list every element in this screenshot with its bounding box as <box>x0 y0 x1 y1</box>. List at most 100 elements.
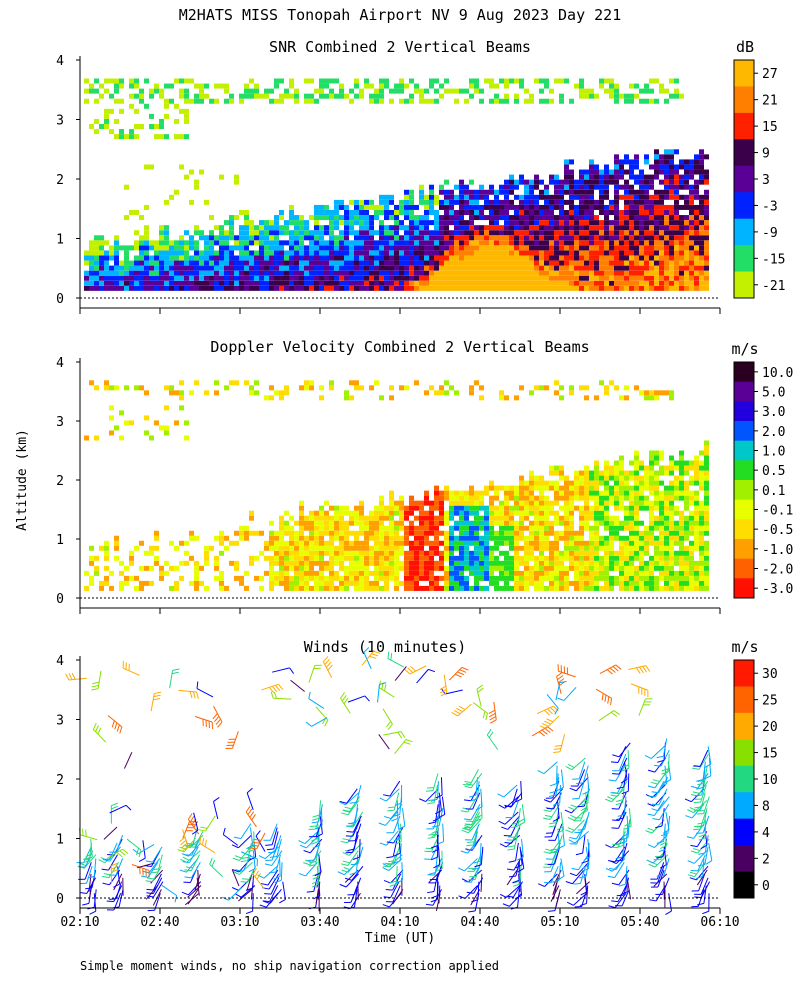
snr-cell <box>334 270 339 276</box>
snr-cell <box>559 250 564 256</box>
snr-cell <box>409 230 414 236</box>
snr-cell <box>369 83 374 89</box>
doppler-cell <box>539 555 544 561</box>
doppler-cell <box>669 545 674 551</box>
doppler-cell <box>504 515 509 521</box>
doppler-cell <box>619 495 624 501</box>
snr-cell <box>634 255 639 261</box>
snr-cell <box>259 250 264 256</box>
snr-cell <box>439 240 444 246</box>
doppler-cell <box>274 530 279 536</box>
snr-cell <box>669 78 674 84</box>
wind-barb <box>401 808 406 827</box>
snr-cell <box>594 225 599 231</box>
doppler-cell <box>704 570 709 576</box>
doppler-cell <box>589 560 594 566</box>
snr-cell <box>329 235 334 241</box>
wind-barb-flag <box>146 888 154 891</box>
doppler-cell <box>454 390 459 396</box>
doppler-cell <box>614 460 619 466</box>
doppler-cell <box>534 530 539 536</box>
snr-cell <box>459 230 464 236</box>
doppler-cell <box>329 505 334 511</box>
snr-cell <box>454 275 459 281</box>
snr-cell <box>504 230 509 236</box>
snr-cell <box>569 280 574 286</box>
snr-cell <box>654 220 659 226</box>
doppler-cell <box>389 495 394 501</box>
snr-cell <box>309 230 314 236</box>
doppler-cell <box>324 580 329 586</box>
doppler-cell <box>424 525 429 531</box>
snr-cell <box>194 275 199 281</box>
snr-cell <box>604 235 609 241</box>
doppler-cell <box>434 540 439 546</box>
doppler-cell <box>289 550 294 556</box>
doppler-cell <box>299 510 304 516</box>
snr-cell <box>689 199 694 205</box>
snr-cell <box>529 194 534 200</box>
snr-cell <box>454 285 459 291</box>
snr-cell <box>529 204 534 210</box>
snr-cell <box>124 280 129 286</box>
snr-cell <box>284 255 289 261</box>
doppler-cell <box>589 575 594 581</box>
snr-cell <box>449 204 454 210</box>
snr-cell <box>479 225 484 231</box>
snr-cell <box>159 124 164 130</box>
doppler-cell <box>359 500 364 506</box>
snr-cell <box>614 280 619 286</box>
snr-cell <box>499 204 504 210</box>
snr-cell <box>164 235 169 241</box>
snr-cell <box>469 230 474 236</box>
panel-doppler: Doppler Velocity Combined 2 Vertical Bea… <box>56 338 793 614</box>
snr-cell <box>699 199 704 205</box>
snr-cell <box>529 270 534 276</box>
doppler-cell <box>444 585 449 591</box>
doppler-cell <box>469 585 474 591</box>
snr-cell <box>149 280 154 286</box>
snr-cell <box>419 189 424 195</box>
wind-barb-flag <box>314 871 322 877</box>
snr-cell <box>489 275 494 281</box>
snr-cell <box>509 285 514 291</box>
snr-cell <box>434 245 439 251</box>
doppler-cell <box>704 540 709 546</box>
doppler-cell <box>484 490 489 496</box>
colorbar-label: 1.0 <box>762 445 785 460</box>
doppler-cell <box>629 580 634 586</box>
snr-cell <box>499 184 504 190</box>
doppler-cell <box>429 565 434 571</box>
snr-cell <box>104 260 109 266</box>
doppler-cell <box>399 385 404 391</box>
doppler-cell <box>199 580 204 586</box>
doppler-cell <box>659 570 664 576</box>
snr-cell <box>439 184 444 190</box>
wind-barb <box>270 877 280 895</box>
snr-cell <box>584 225 589 231</box>
snr-cell <box>424 230 429 236</box>
snr-cell <box>329 225 334 231</box>
doppler-cell <box>424 500 429 506</box>
doppler-cell <box>629 545 634 551</box>
snr-cell <box>494 215 499 221</box>
snr-cell <box>359 215 364 221</box>
snr-cell <box>224 83 229 89</box>
doppler-cell <box>689 520 694 526</box>
snr-cell <box>569 215 574 221</box>
snr-cell <box>604 240 609 246</box>
snr-cell <box>559 225 564 231</box>
snr-cell <box>579 285 584 291</box>
wind-barb-flag <box>311 837 319 842</box>
doppler-cell <box>604 560 609 566</box>
snr-cell <box>364 199 369 205</box>
snr-cell <box>689 265 694 271</box>
snr-cell <box>604 280 609 286</box>
snr-cell <box>644 189 649 195</box>
doppler-cell <box>204 390 209 396</box>
doppler-cell <box>324 515 329 521</box>
snr-cell <box>574 275 579 281</box>
wind-barb-flag <box>181 891 189 896</box>
doppler-cell <box>294 560 299 566</box>
doppler-cell <box>469 485 474 491</box>
